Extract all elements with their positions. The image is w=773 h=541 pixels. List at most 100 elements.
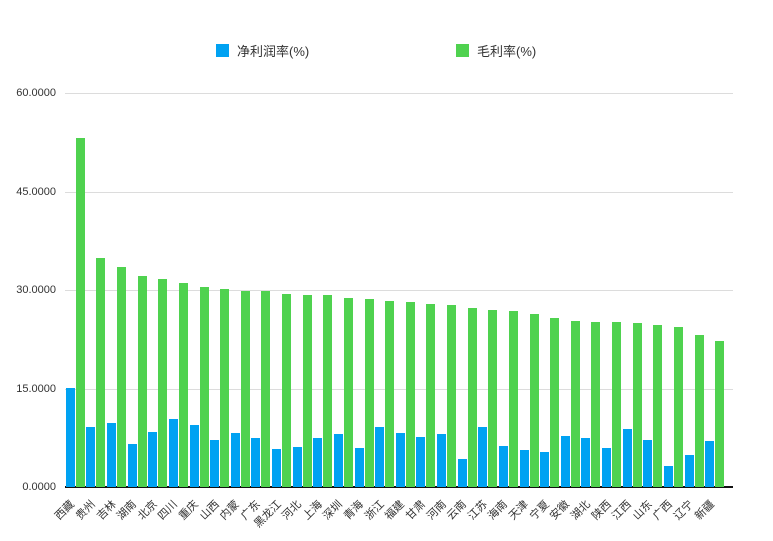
bar-net-profit-rate [581,437,591,487]
category-slot-天津 [519,93,540,487]
bar-gross-margin [302,294,312,487]
category-slot-陕西 [601,93,622,487]
bar-net-profit-rate [210,439,220,487]
y-tick-label: 0.0000 [22,481,56,493]
bar-net-profit-rate [148,431,158,487]
bar-net-profit-rate [560,436,570,487]
category-slot-深圳 [333,93,354,487]
category-slot-湖北 [581,93,602,487]
category-slot-湖南 [127,93,148,487]
bar-net-profit-rate [437,434,447,487]
category-slot-宁夏 [539,93,560,487]
bar-net-profit-rate [86,426,96,487]
bar-net-profit-rate [189,424,199,487]
x-tick-label: 新疆 [692,498,717,523]
bar-gross-margin [137,275,147,487]
legend-label-gross-margin: 毛利率(%) [477,44,537,59]
bar-net-profit-rate [643,440,653,487]
category-slot-甘肃 [416,93,437,487]
plot-area [65,93,733,488]
y-tick-label: 15.0000 [16,382,56,395]
y-tick-label: 60.0000 [16,87,56,99]
legend-item-gross-margin[interactable]: 毛利率(%) [456,41,536,60]
category-slot-新疆 [704,93,725,487]
category-slot-西藏 [65,93,86,487]
bar-gross-margin [612,322,622,487]
bar-net-profit-rate [663,466,673,487]
x-axis-line [65,486,733,488]
bar-gross-margin [158,278,168,487]
y-axis: 60.0000 45.0000 30.0000 15.0000 0.0000 [0,87,56,493]
category-slot-河北 [292,93,313,487]
bar-net-profit-rate [168,419,178,487]
bar-net-profit-rate [622,429,632,487]
bar-gross-margin [282,293,292,487]
bar-gross-margin [178,282,188,487]
category-slot-山东 [643,93,664,487]
category-slot-云南 [457,93,478,487]
bar-net-profit-rate [602,447,612,487]
category-slot-四川 [168,93,189,487]
bar-net-profit-rate [416,437,426,487]
category-slot-北京 [148,93,169,487]
legend-item-net-profit[interactable]: 净利润率(%) [216,41,309,60]
bar-net-profit-rate [251,437,261,487]
bar-net-profit-rate [65,387,75,487]
bar-net-profit-rate [230,432,240,487]
bar-net-profit-rate [272,448,282,487]
bar-net-profit-rate [354,447,364,487]
category-slot-江西 [622,93,643,487]
bar-net-profit-rate [705,441,715,487]
y-tick-label: 30.0000 [16,284,56,296]
category-slot-贵州 [86,93,107,487]
bar-net-profit-rate [498,446,508,487]
net-profit-swatch [216,44,229,57]
bar-net-profit-rate [127,444,137,487]
category-slot-安徽 [560,93,581,487]
gridline-60 [65,93,733,94]
bar-gross-margin [488,309,498,487]
gridline-45 [65,191,733,193]
bar-gross-margin [240,290,250,487]
bar-gross-margin [632,322,642,487]
bars-container [65,93,725,487]
bar-gross-margin [343,297,353,487]
bar-gross-margin [385,300,395,487]
category-slot-浙江 [374,93,395,487]
gridline-15 [65,388,733,390]
bar-net-profit-rate [333,433,343,487]
bar-gross-margin [199,286,209,487]
bar-gross-margin [673,326,683,487]
bar-gross-margin [405,302,415,487]
x-axis-labels: 西藏 贵州 吉林 湖南 北京 四川 重庆 山西 内蒙 广东 黑龙江 河北 上海 深圳 青海 浙江 福建 甘肃 河南云… [53,487,725,541]
gridline-30 [65,290,733,291]
bar-gross-margin [261,291,271,487]
bar-net-profit-rate [684,454,694,487]
bar-gross-margin [508,311,518,487]
bar-gross-margin [75,138,85,487]
bar-gross-margin [364,298,374,487]
bar-net-profit-rate [107,423,117,487]
y-tick-label: 45.0000 [16,185,56,198]
category-slot-海南 [498,93,519,487]
bar-gross-margin [426,304,436,487]
bar-gross-margin [467,308,477,487]
category-slot-内蒙 [230,93,251,487]
bar-net-profit-rate [519,449,529,487]
legend-label-net-profit: 净利润率(%) [237,44,310,59]
bar-net-profit-rate [478,427,488,487]
bar-gross-margin [653,324,663,487]
category-slot-黑龙江 [271,93,292,487]
bar-gross-margin [323,295,333,487]
bar-net-profit-rate [375,427,385,487]
bar-gross-margin [715,341,725,487]
bar-gross-margin [550,318,560,487]
category-slot-河南 [436,93,457,487]
category-slot-上海 [313,93,334,487]
bar-gross-margin [220,289,230,487]
bar-net-profit-rate [313,438,323,487]
gross-margin-swatch [456,44,469,57]
category-slot-吉林 [106,93,127,487]
bar-net-profit-rate [540,451,550,487]
bar-gross-margin [447,305,457,487]
